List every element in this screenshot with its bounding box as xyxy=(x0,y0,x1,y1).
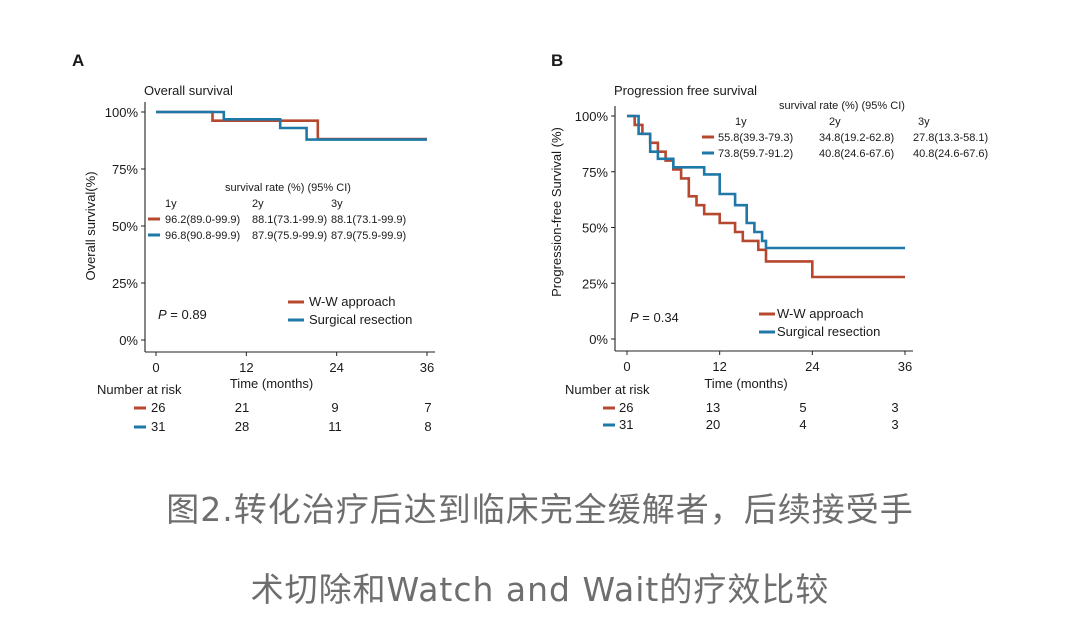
panel-b-p-value: P = 0.34 xyxy=(630,310,679,325)
panel-b-title: Progression free survival xyxy=(614,83,757,98)
panel-b-rate-table-col: 1y xyxy=(735,116,747,128)
panel-b-p-label: P xyxy=(630,310,639,325)
panel-b-risk-count: 3 xyxy=(891,417,898,432)
panel-b-risk-count: 3 xyxy=(891,400,898,415)
panel-a-rate-table-col: 1y xyxy=(165,198,177,210)
panel-b-risk-title: Number at risk xyxy=(565,382,650,397)
panel-a-rate-table-cell: 87.9(75.9-99.9) xyxy=(331,230,406,242)
panel-b-risk-count: 20 xyxy=(706,417,720,432)
panel-a-rate-table-cell: 87.9(75.9-99.9) xyxy=(252,230,327,242)
figure-caption-line-1: 图2.转化治疗后达到临床完全缓解者，后续接受手 xyxy=(166,490,914,529)
panel-b-x-tick-label: 36 xyxy=(898,359,912,374)
panel-b-rate-table-cell: 27.8(13.3-58.1) xyxy=(913,132,988,144)
panel-a-rate-table-cell: 88.1(73.1-99.9) xyxy=(252,214,327,226)
panel-b-y-tick-label: 50% xyxy=(582,221,608,236)
panel-b-rate-table-col: 3y xyxy=(918,116,930,128)
panel-a-x-tick-label: 24 xyxy=(329,360,343,375)
panel-a-y-tick-label: 25% xyxy=(112,276,138,291)
panel-a-p-value: P = 0.89 xyxy=(158,307,207,322)
panel-a-legend-label: Surgical resection xyxy=(309,312,412,327)
panel-b-p-number: = 0.34 xyxy=(639,310,679,325)
panel-b-series-surgery-line xyxy=(627,114,905,250)
panel-a-rate-table-cell: 96.2(89.0-99.9) xyxy=(165,214,240,226)
panel-a-x-tick-label: 12 xyxy=(239,360,253,375)
panel-b-y-tick-label: 25% xyxy=(582,276,608,291)
panel-b-rate-table-cell: 34.8(19.2-62.8) xyxy=(819,132,894,144)
panel-b-risk-count: 26 xyxy=(619,400,633,415)
panel-a-rate-table-cell: 88.1(73.1-99.9) xyxy=(331,214,406,226)
panel-a-title: Overall survival xyxy=(144,83,233,98)
panel-a-p-label: P xyxy=(158,307,167,322)
panel-b-rate-table-header: survival rate (%) (95% CI) xyxy=(779,100,905,112)
panel-a-rate-table-col: 2y xyxy=(252,198,264,210)
panel-a-risk-count: 11 xyxy=(328,419,342,434)
panel-a-rate-table-header: survival rate (%) (95% CI) xyxy=(225,182,351,194)
panel-a-x-tick-label: 0 xyxy=(152,360,159,375)
panel-b-rate-table-col: 2y xyxy=(829,116,841,128)
panel-a-y-tick-label: 0% xyxy=(119,333,138,348)
panel-a-risk-count: 26 xyxy=(151,400,165,415)
panel-a-series-surgery-line xyxy=(156,110,427,141)
panel-a-y-tick-label: 75% xyxy=(112,162,138,177)
panel-b-y-tick-label: 0% xyxy=(589,332,608,347)
panel-a-p-number: = 0.89 xyxy=(167,307,207,322)
panel-a-rate-table-cell: 96.8(90.8-99.9) xyxy=(165,230,240,242)
panel-a-x-axis-label: Time (months) xyxy=(230,376,313,391)
panel-a-y-tick-label: 50% xyxy=(112,219,138,234)
panel-b-rate-table-cell: 40.8(24.6-67.6) xyxy=(913,148,988,160)
panel-b-y-tick-label: 75% xyxy=(582,165,608,180)
panel-b-rate-table-cell: 55.8(39.3-79.3) xyxy=(718,132,793,144)
panel-b-risk-count: 13 xyxy=(706,400,720,415)
figure-caption-line-2: 术切除和Watch and Wait的疗效比较 xyxy=(250,570,830,609)
panel-a-x-tick-label: 36 xyxy=(420,360,434,375)
panel-a-risk-count: 7 xyxy=(424,400,431,415)
panel-a-y-tick-label: 100% xyxy=(105,105,139,120)
panel-b-x-tick-label: 0 xyxy=(623,359,630,374)
panel-b-legend-label: Surgical resection xyxy=(777,324,880,339)
panel-a-rate-table-col: 3y xyxy=(331,198,343,210)
panel-a-letter: A xyxy=(72,51,84,70)
panel-b-risk-count: 5 xyxy=(799,400,806,415)
panel-b-risk-count: 31 xyxy=(619,417,633,432)
panel-a-risk-count: 28 xyxy=(235,419,249,434)
panel-b-x-axis-label: Time (months) xyxy=(704,376,787,391)
panel-a-series-ww-line xyxy=(156,110,427,141)
panel-b-letter: B xyxy=(551,51,563,70)
panel-a-risk-count: 21 xyxy=(235,400,249,415)
panel-b-y-axis-label: Progression-free Survival (%) xyxy=(549,127,564,297)
panel-b-legend-label: W-W approach xyxy=(777,306,863,321)
panel-b-x-tick-label: 24 xyxy=(805,359,819,374)
panel-b-rate-table-cell: 40.8(24.6-67.6) xyxy=(819,148,894,160)
panel-a-y-axis-label: Overall survival(%) xyxy=(83,171,98,280)
panel-b-x-tick-label: 12 xyxy=(712,359,726,374)
panel-a-risk-count: 9 xyxy=(331,400,338,415)
panel-b-rate-table-cell: 73.8(59.7-91.2) xyxy=(718,148,793,160)
panel-a-risk-title: Number at risk xyxy=(97,382,182,397)
panel-b-risk-count: 4 xyxy=(799,417,806,432)
panel-b-y-tick-label: 100% xyxy=(575,109,609,124)
panel-a-legend-label: W-W approach xyxy=(309,294,395,309)
panel-a-risk-count: 31 xyxy=(151,419,165,434)
panel-a-risk-count: 8 xyxy=(424,419,431,434)
